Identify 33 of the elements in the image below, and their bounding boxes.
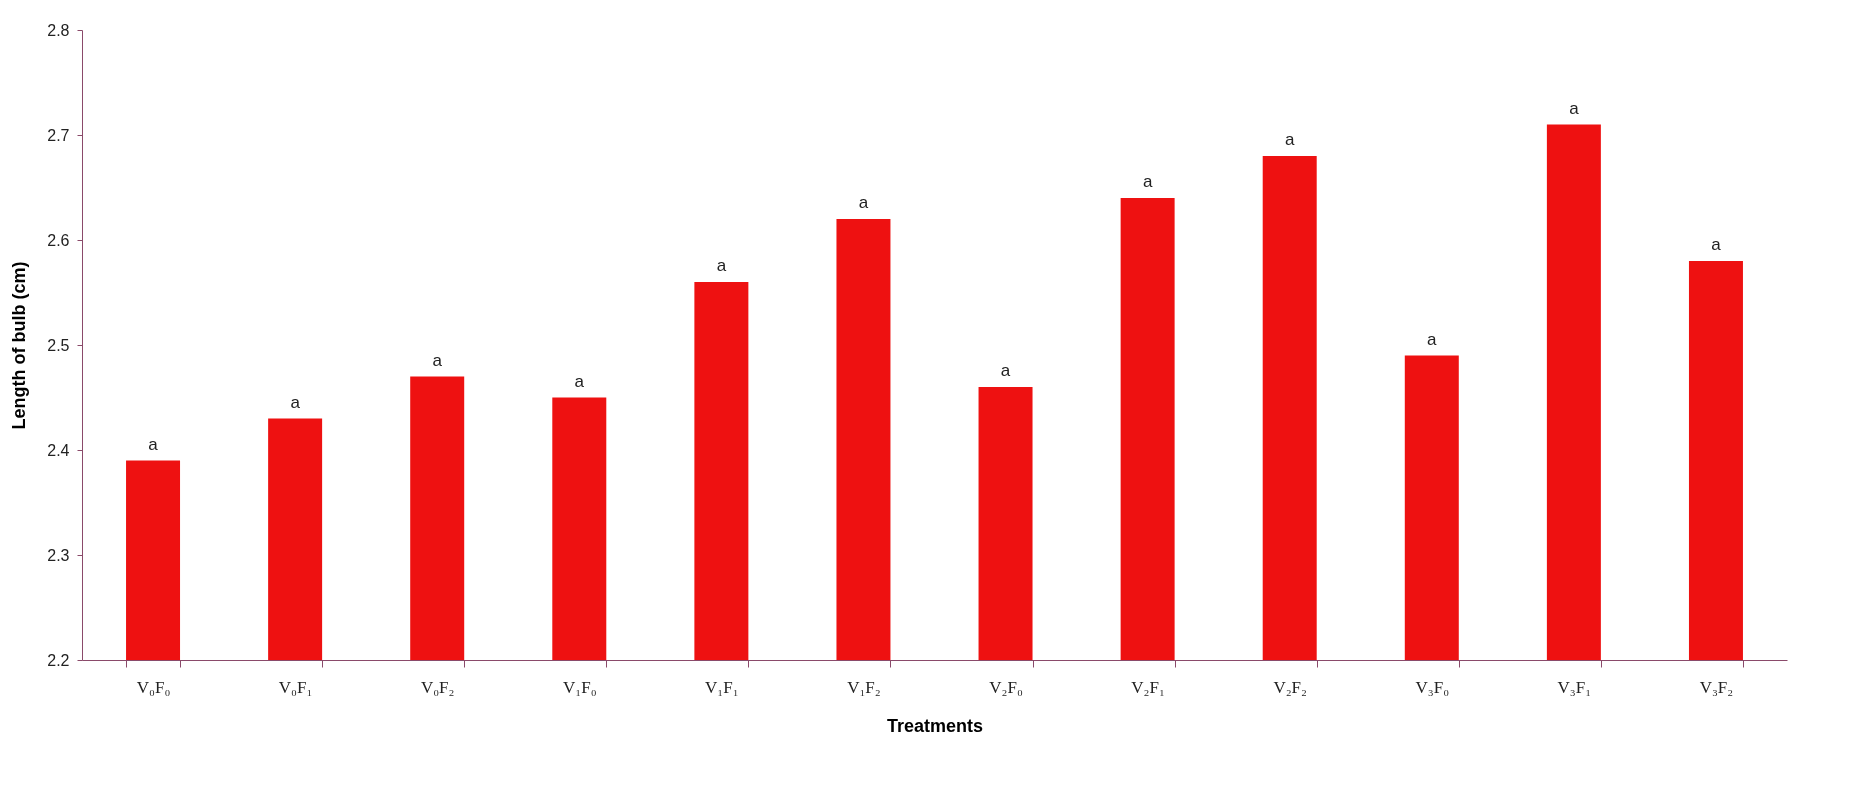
annotation: a [1569, 98, 1580, 118]
x-tick-label: V₂F₀ [989, 677, 1023, 697]
y-tick-label: 2.7 [47, 126, 70, 144]
annotation: a [574, 371, 585, 391]
y-tick-label: 2.4 [47, 441, 70, 459]
x-tick-label: V₃F₂ [1699, 677, 1734, 697]
x-tick-label: V₁F₀ [562, 677, 597, 697]
x-tick-label: V₂F₁ [1131, 677, 1165, 697]
y-tick-label: 2.3 [47, 546, 70, 564]
y-tick-label: 2.8 [47, 21, 70, 39]
x-tick-label: V₁F₁ [705, 677, 739, 697]
annotation: a [1000, 361, 1011, 380]
annotation: a [1284, 130, 1295, 149]
x-tick-label: V₃F₀ [1415, 677, 1450, 697]
y-tick-label: 2.2 [47, 651, 70, 669]
annotation: a [432, 350, 443, 370]
x-tick-label: V₀F₂ [420, 677, 455, 697]
x-tick-label: V₃F₁ [1557, 677, 1592, 697]
y-tick-label: 2.5 [47, 336, 70, 354]
annotation: a [290, 392, 301, 412]
x-axis-title: Treatments [886, 715, 984, 736]
annotation: a [858, 193, 869, 212]
x-tick-label: V₀F₀ [136, 677, 171, 697]
x-tick-label: V₀F₁ [278, 677, 313, 697]
x-tick-label: V₂F₂ [1273, 677, 1308, 697]
annotation: a [148, 434, 159, 454]
x-tick-label: V₁F₂ [847, 677, 881, 697]
annotation: a [1427, 329, 1438, 349]
y-axis-title: Length of bulb (cm) [9, 261, 30, 430]
y-tick-label: 2.6 [47, 231, 70, 249]
annotation: a [1711, 235, 1722, 254]
annotation: a [716, 256, 727, 275]
annotation: a [1142, 172, 1153, 191]
